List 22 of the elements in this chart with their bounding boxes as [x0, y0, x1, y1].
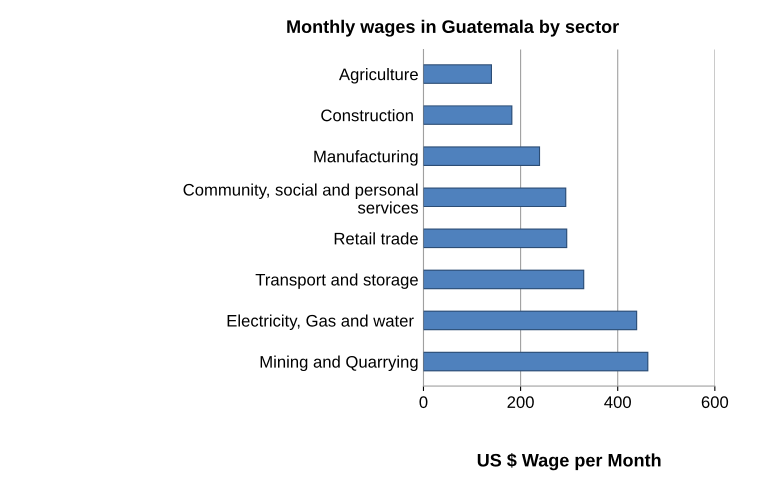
x-tick-label: 400 — [604, 396, 631, 408]
bar — [423, 64, 492, 84]
bar — [423, 228, 568, 248]
chart-title: Monthly wages in Guatemala by sector — [287, 20, 619, 37]
y-tick-label: Manufacturing — [314, 150, 418, 166]
x-tick-label: 600 — [702, 396, 728, 408]
bar — [423, 270, 584, 290]
x-tick-label: 200 — [508, 396, 534, 408]
x-tick-label: 0 — [419, 396, 428, 408]
bar — [423, 187, 566, 208]
y-tick-label: Community, social and personal services — [184, 183, 418, 214]
y-tick-label: Retail trade — [334, 232, 418, 245]
bar — [423, 105, 512, 125]
y-tick-label: Electricity, Gas and water — [228, 314, 414, 330]
bar — [423, 352, 648, 372]
y-tick-label: Transport and storage — [256, 273, 418, 289]
bar — [423, 310, 638, 330]
x-axis-title: US $ Wage per Month — [478, 453, 660, 470]
y-tick-label: Agriculture — [338, 68, 418, 84]
y-tick-label: Construction — [321, 109, 413, 122]
bar — [423, 146, 540, 166]
y-tick-label: Mining and Quarrying — [260, 356, 418, 372]
